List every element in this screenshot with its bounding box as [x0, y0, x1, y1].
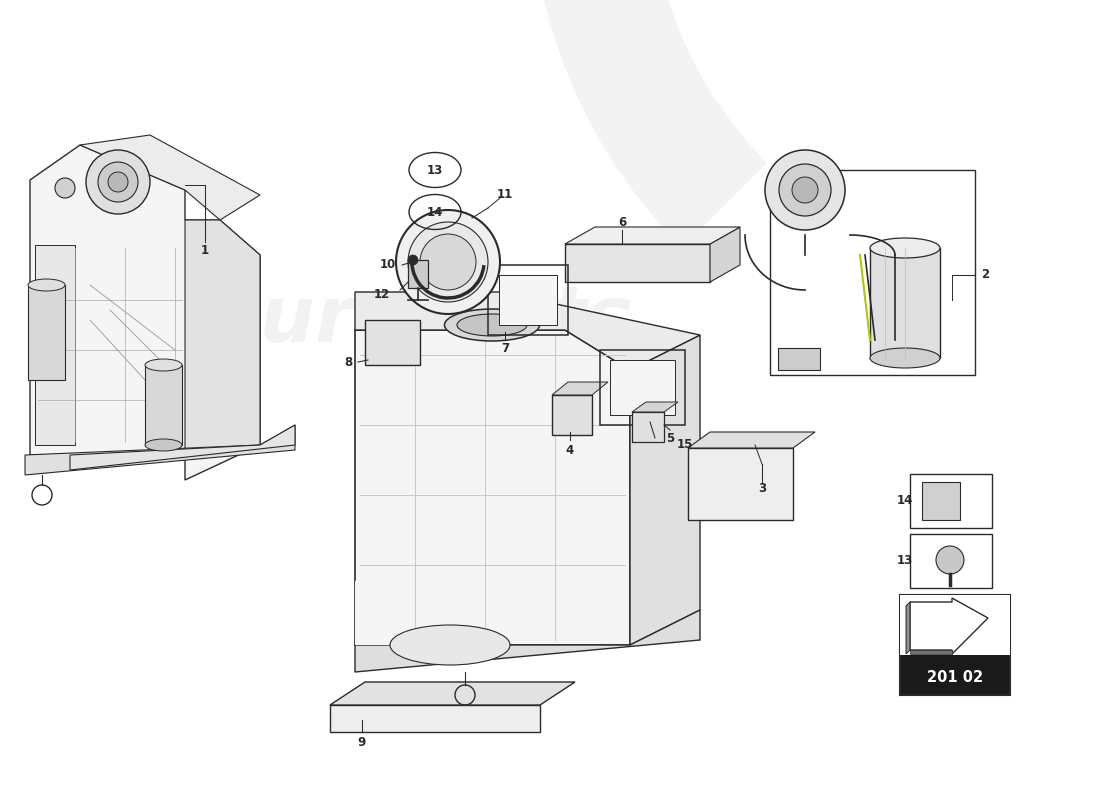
Text: 13: 13	[896, 554, 913, 567]
Polygon shape	[355, 580, 390, 645]
Polygon shape	[330, 705, 540, 732]
Bar	[778, 348, 820, 370]
Bar	[922, 482, 960, 520]
Circle shape	[98, 162, 138, 202]
Polygon shape	[30, 145, 260, 480]
Text: 11: 11	[497, 189, 513, 202]
Bar	[499, 275, 557, 325]
Circle shape	[420, 234, 476, 290]
Ellipse shape	[145, 439, 182, 451]
Circle shape	[764, 150, 845, 230]
Polygon shape	[355, 292, 700, 370]
Polygon shape	[910, 598, 988, 654]
Polygon shape	[70, 425, 295, 470]
Polygon shape	[355, 610, 700, 672]
Text: 5: 5	[666, 431, 674, 445]
Polygon shape	[330, 682, 575, 705]
Bar	[900, 595, 1010, 655]
Ellipse shape	[456, 314, 527, 336]
Text: 10: 10	[379, 258, 396, 271]
Polygon shape	[28, 285, 65, 380]
Text: 14: 14	[896, 494, 913, 507]
Bar	[910, 474, 992, 528]
Polygon shape	[910, 650, 952, 654]
Bar	[910, 534, 992, 588]
Bar	[408, 260, 428, 288]
Bar	[600, 350, 685, 425]
Text: 3: 3	[758, 482, 766, 494]
Polygon shape	[530, 0, 926, 248]
Polygon shape	[80, 135, 260, 220]
Bar	[552, 395, 592, 435]
Polygon shape	[630, 335, 700, 645]
Text: 12: 12	[374, 289, 390, 302]
Polygon shape	[710, 227, 740, 282]
Circle shape	[396, 210, 500, 314]
Circle shape	[779, 164, 830, 216]
Bar	[565, 244, 710, 282]
Bar	[770, 170, 975, 375]
Text: 7: 7	[500, 342, 509, 354]
Bar	[688, 448, 793, 520]
Bar	[610, 360, 675, 415]
Ellipse shape	[870, 238, 940, 258]
Polygon shape	[552, 382, 608, 395]
Polygon shape	[185, 220, 260, 455]
Text: 4: 4	[565, 443, 574, 457]
Bar	[900, 595, 1010, 695]
Ellipse shape	[444, 309, 539, 341]
Ellipse shape	[870, 348, 940, 368]
Text: a passion for parts since 1985: a passion for parts since 1985	[358, 422, 602, 518]
Polygon shape	[35, 245, 75, 445]
Text: 9: 9	[358, 735, 366, 749]
Circle shape	[936, 546, 964, 574]
Text: euroParts: euroParts	[207, 282, 634, 358]
Text: 2: 2	[981, 269, 989, 282]
Text: 13: 13	[427, 163, 443, 177]
Circle shape	[408, 255, 418, 265]
Bar	[365, 320, 420, 365]
Ellipse shape	[28, 279, 65, 291]
Text: 14: 14	[427, 206, 443, 218]
Ellipse shape	[145, 359, 182, 371]
Circle shape	[108, 172, 128, 192]
Ellipse shape	[390, 625, 510, 665]
Text: 201 02: 201 02	[927, 670, 983, 686]
Circle shape	[792, 177, 818, 203]
Polygon shape	[565, 227, 740, 244]
Text: 15: 15	[676, 438, 693, 451]
Bar	[632, 412, 664, 442]
Text: 1: 1	[201, 243, 209, 257]
Circle shape	[86, 150, 150, 214]
Polygon shape	[145, 365, 182, 445]
Text: 6: 6	[618, 215, 626, 229]
Bar	[488, 265, 568, 335]
Text: 8: 8	[344, 355, 352, 369]
Polygon shape	[906, 602, 910, 654]
Polygon shape	[688, 432, 815, 448]
Polygon shape	[355, 330, 630, 645]
Polygon shape	[632, 402, 678, 412]
Bar	[870, 248, 940, 358]
Circle shape	[408, 222, 488, 302]
Polygon shape	[25, 425, 295, 475]
Circle shape	[55, 178, 75, 198]
